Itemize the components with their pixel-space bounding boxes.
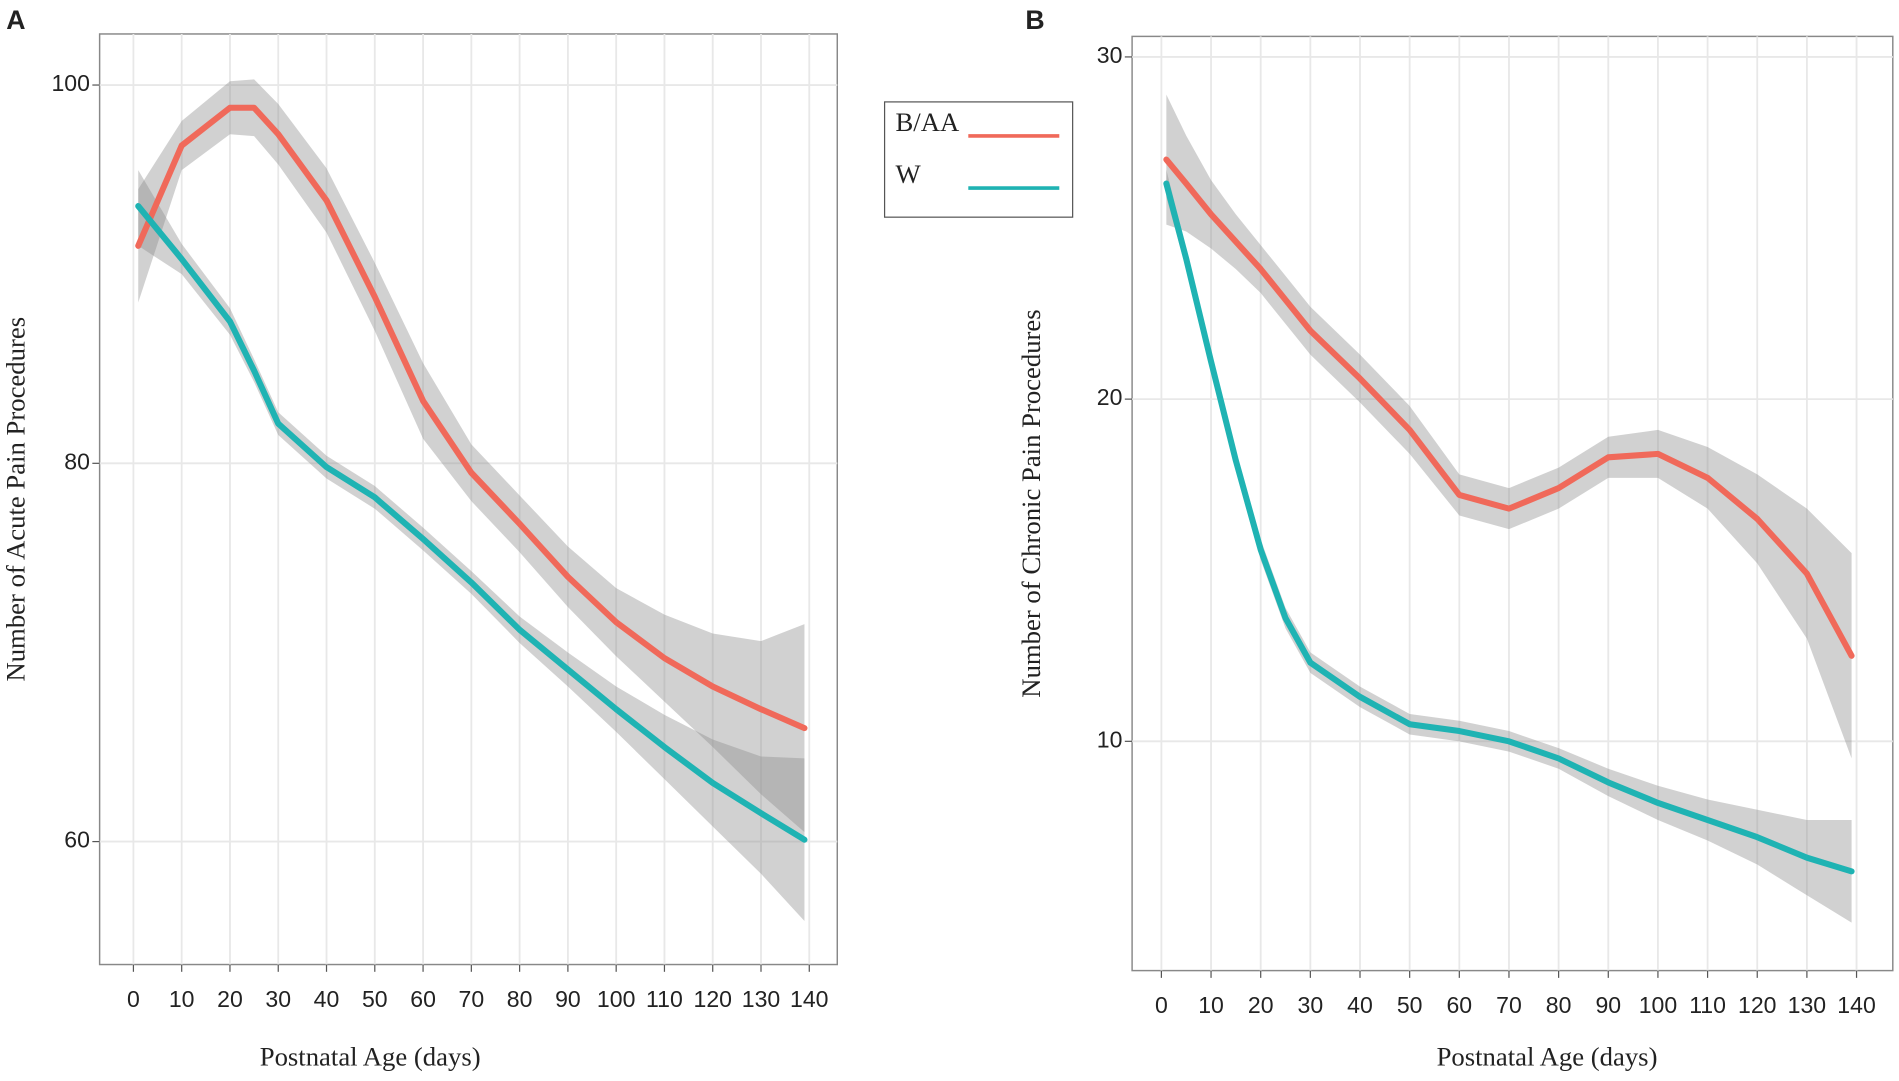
confidence-band bbox=[138, 170, 805, 922]
legend-label: B/AA bbox=[896, 107, 960, 137]
line bbox=[1163, 156, 1855, 659]
x-tick-label: 110 bbox=[646, 986, 683, 1012]
x-tick-label: 80 bbox=[507, 986, 533, 1012]
x-tick-label: 90 bbox=[555, 986, 581, 1012]
panel-label: B bbox=[1025, 5, 1044, 35]
x-tick-label: 110 bbox=[1689, 992, 1726, 1018]
x-tick-label: 70 bbox=[1496, 992, 1522, 1018]
y-tick-label: 60 bbox=[64, 827, 90, 853]
x-tick-label: 40 bbox=[314, 986, 340, 1012]
y-tick-label: 20 bbox=[1097, 384, 1123, 410]
x-tick-label: 10 bbox=[169, 986, 195, 1012]
x-tick-label: 60 bbox=[410, 986, 436, 1012]
y-tick-label: 80 bbox=[64, 448, 90, 474]
x-tick-label: 0 bbox=[1155, 992, 1168, 1018]
y-tick-label: 100 bbox=[51, 70, 89, 96]
y-axis-label: Number of Acute Pain Procedures bbox=[0, 317, 30, 682]
x-tick-label: 80 bbox=[1546, 992, 1572, 1018]
y-tick-label: 10 bbox=[1097, 726, 1123, 752]
line bbox=[1163, 180, 1855, 875]
x-tick-label: 60 bbox=[1446, 992, 1472, 1018]
plot-area bbox=[98, 33, 839, 966]
x-tick-label: 90 bbox=[1595, 992, 1621, 1018]
x-tick-label: 70 bbox=[459, 986, 485, 1012]
plot-area bbox=[1131, 35, 1894, 972]
x-axis-label: Postnatal Age (days) bbox=[1437, 1041, 1658, 1071]
x-tick-label: 50 bbox=[1397, 992, 1423, 1018]
panel-label: A bbox=[6, 5, 25, 35]
x-tick-label: 140 bbox=[1837, 992, 1875, 1018]
x-tick-label: 40 bbox=[1347, 992, 1373, 1018]
x-tick-label: 30 bbox=[1298, 992, 1324, 1018]
legend-label: W bbox=[896, 159, 922, 189]
legend-box bbox=[883, 101, 1074, 218]
x-tick-label: 10 bbox=[1198, 992, 1224, 1018]
x-axis-label: Postnatal Age (days) bbox=[260, 1041, 481, 1071]
x-tick-label: 20 bbox=[1248, 992, 1274, 1018]
y-axis-label: Number of Chronic Pain Procedures bbox=[1016, 309, 1046, 697]
line bbox=[135, 104, 808, 732]
x-tick-label: 130 bbox=[1788, 992, 1826, 1018]
line bbox=[135, 203, 808, 843]
x-tick-label: 120 bbox=[1738, 992, 1776, 1018]
confidence-band bbox=[138, 79, 805, 833]
x-tick-label: 30 bbox=[265, 986, 291, 1012]
x-tick-label: 130 bbox=[742, 986, 780, 1012]
x-tick-label: 100 bbox=[1639, 992, 1677, 1018]
x-tick-label: 0 bbox=[127, 986, 140, 1012]
x-tick-label: 120 bbox=[693, 986, 731, 1012]
x-tick-label: 20 bbox=[217, 986, 243, 1012]
x-tick-label: 100 bbox=[597, 986, 635, 1012]
x-tick-label: 50 bbox=[362, 986, 388, 1012]
y-tick-label: 30 bbox=[1097, 42, 1123, 68]
x-tick-label: 140 bbox=[790, 986, 828, 1012]
